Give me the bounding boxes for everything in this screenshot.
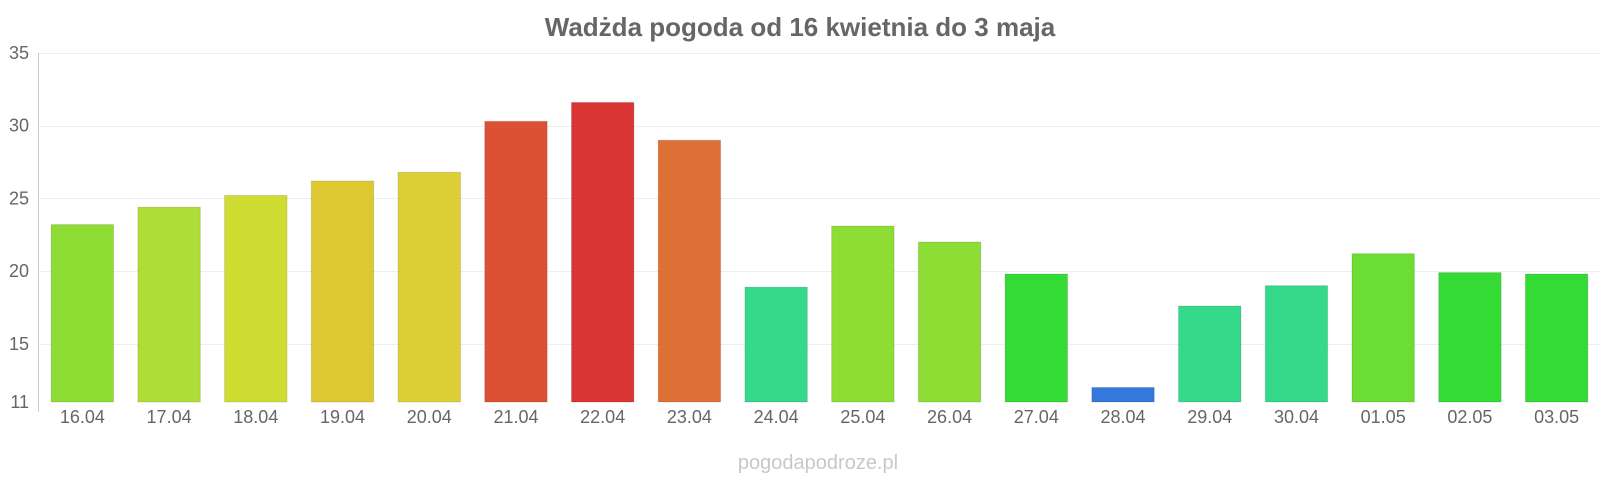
- x-tick-label: 22.04: [580, 407, 625, 427]
- bar-18-04: [224, 195, 288, 403]
- x-tick-label: 18.04: [233, 407, 278, 427]
- bar-21-04: [484, 120, 548, 403]
- bar-29-04: [1178, 305, 1242, 403]
- x-tick-label: 25.04: [840, 407, 885, 427]
- x-tick-label: 23.04: [667, 407, 712, 427]
- x-tick-label: 03.05: [1534, 407, 1579, 427]
- bar-26-04: [917, 241, 982, 403]
- bar-20-04: [397, 171, 461, 403]
- y-tick-label: 11: [10, 392, 29, 412]
- y-tick-label: 35: [9, 43, 29, 63]
- x-tick-label: 28.04: [1101, 407, 1146, 427]
- x-tick-label: 17.04: [147, 407, 192, 427]
- bars: [50, 101, 1589, 403]
- x-tick-label: 26.04: [927, 407, 972, 427]
- x-tick-label: 24.04: [754, 407, 799, 427]
- bar-01-05: [1351, 253, 1415, 403]
- y-tick-label: 20: [9, 261, 29, 281]
- bar-19-04: [310, 180, 375, 403]
- bar-17-04: [137, 206, 201, 403]
- watermark: pogodapodroze.pl: [738, 452, 898, 474]
- grid-lines: [39, 53, 1600, 345]
- bar-25-04: [831, 225, 895, 403]
- x-tick-label: 21.04: [493, 407, 538, 427]
- x-tick-label: 01.05: [1361, 407, 1406, 427]
- x-tick-label: 02.05: [1447, 407, 1492, 427]
- y-tick-labels: 11 15 20 25 30 35: [9, 43, 29, 412]
- bar-24-04: [744, 286, 808, 403]
- x-tick-label: 19.04: [320, 407, 365, 427]
- bar-03-05: [1524, 273, 1589, 403]
- bar-28-04: [1091, 386, 1155, 403]
- chart-title: Wadżda pogoda od 16 kwietnia do 3 maja: [545, 12, 1056, 42]
- bar-22-04: [570, 101, 635, 403]
- x-tick-label: 27.04: [1014, 407, 1059, 427]
- y-tick-label: 15: [9, 334, 29, 354]
- y-tick-label: 25: [9, 188, 29, 208]
- x-tick-label: 30.04: [1274, 407, 1319, 427]
- x-tick-label: 20.04: [407, 407, 452, 427]
- x-tick-label: 16.04: [60, 407, 105, 427]
- x-tick-label: 29.04: [1187, 407, 1232, 427]
- y-tick-label: 30: [9, 116, 29, 136]
- x-tick-labels: 16.04 17.04 18.04 19.04 20.04 21.04 22.04 23.04…: [60, 407, 1579, 427]
- bar-02-05: [1438, 272, 1502, 403]
- bar-23-04: [657, 139, 722, 403]
- bar-16-04: [50, 224, 115, 403]
- bar-27-04: [1004, 273, 1069, 403]
- bar-30-04: [1264, 285, 1329, 403]
